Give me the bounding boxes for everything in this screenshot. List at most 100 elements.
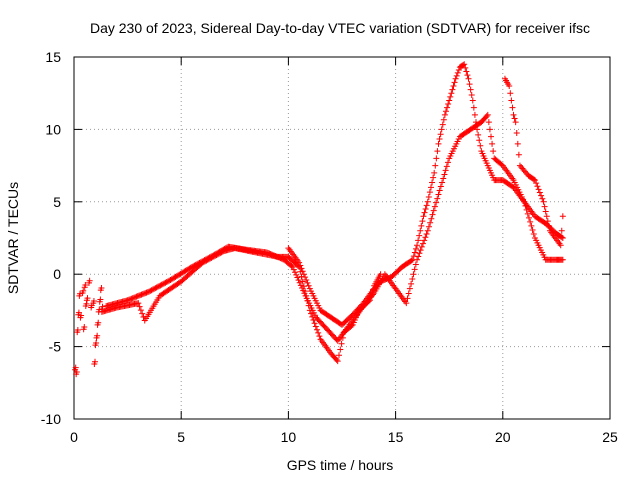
data-point (451, 79, 458, 86)
x-tick-label: 20 (495, 429, 511, 445)
data-point (146, 288, 153, 295)
y-tick-label: 15 (45, 49, 61, 65)
data-point (308, 310, 315, 317)
data-point (204, 255, 211, 262)
data-point (558, 227, 565, 234)
data-point (299, 278, 306, 285)
y-axis-title: SDTVAR / TECUs (5, 182, 21, 294)
data-point (293, 271, 300, 278)
data-point (526, 214, 533, 221)
chart-title: Day 230 of 2023, Sidereal Day-to-day VTE… (90, 20, 590, 36)
data-point (427, 219, 434, 226)
data-point (72, 364, 79, 371)
data-point (133, 293, 140, 300)
data-point (127, 296, 134, 303)
data-point (414, 242, 421, 249)
data-point (419, 218, 426, 225)
data-point (313, 326, 320, 333)
data-point (436, 187, 443, 194)
data-point (200, 257, 207, 264)
data-point (195, 260, 202, 267)
data-point (529, 226, 536, 233)
data-point (542, 208, 549, 215)
data-point (95, 319, 102, 326)
data-point (190, 263, 197, 270)
data-markers (72, 61, 566, 378)
data-point (90, 297, 97, 304)
data-point (408, 280, 415, 287)
data-point (162, 279, 169, 286)
data-point (125, 296, 132, 303)
data-point (81, 324, 88, 331)
data-point (302, 274, 309, 281)
data-point (206, 254, 213, 261)
data-point (441, 111, 448, 118)
data-point (93, 339, 100, 346)
data-point (430, 174, 437, 181)
data-point (98, 284, 105, 291)
data-point (467, 86, 474, 93)
data-point (455, 67, 462, 74)
data-point (97, 296, 104, 303)
data-point (74, 326, 81, 333)
data-point (99, 303, 106, 310)
data-point (545, 222, 552, 229)
data-point (138, 291, 145, 298)
data-point (188, 263, 195, 270)
data-point (295, 277, 302, 284)
data-point (333, 356, 340, 363)
data-point (215, 249, 222, 256)
data-point (219, 247, 226, 254)
data-point (432, 162, 439, 169)
data-point (78, 312, 85, 319)
data-point (404, 295, 411, 302)
data-point (163, 279, 170, 286)
data-point (535, 186, 542, 193)
data-point (448, 90, 455, 97)
data-point (142, 290, 149, 297)
data-point (311, 320, 318, 327)
data-point (454, 69, 461, 76)
data-point (524, 210, 531, 217)
data-point (136, 303, 143, 310)
data-point (134, 293, 141, 300)
x-tick-label: 25 (602, 429, 618, 445)
data-point (442, 167, 449, 174)
data-point (305, 282, 312, 289)
y-tick-label: -10 (41, 411, 61, 427)
data-point (196, 259, 203, 266)
data-point (417, 247, 424, 254)
data-point (510, 111, 517, 118)
data-point (429, 211, 436, 218)
data-point (300, 287, 307, 294)
data-point (129, 295, 136, 302)
data-point (429, 179, 436, 186)
data-point (130, 294, 137, 301)
data-point (513, 130, 520, 137)
data-point (452, 75, 459, 82)
data-point (137, 307, 144, 314)
y-axis: -10 -5 0 5 10 15 (41, 49, 610, 427)
data-point (442, 108, 449, 115)
data-point (214, 250, 221, 257)
data-point (515, 151, 522, 158)
data-point (424, 198, 431, 205)
data-point (82, 282, 89, 289)
data-point (416, 250, 423, 257)
data-point (445, 101, 452, 108)
data-point (92, 358, 99, 365)
data-point (507, 90, 514, 97)
data-point (557, 242, 564, 249)
y-tick-label: -5 (49, 339, 62, 355)
data-point (433, 155, 440, 162)
data-point (490, 148, 497, 155)
data-point (450, 82, 457, 89)
data-point (486, 126, 493, 133)
data-point (412, 245, 419, 252)
data-point (446, 97, 453, 104)
data-point (559, 256, 566, 263)
data-point (312, 323, 319, 330)
data-point (436, 136, 443, 143)
data-point (405, 290, 412, 297)
data-point (431, 169, 438, 176)
